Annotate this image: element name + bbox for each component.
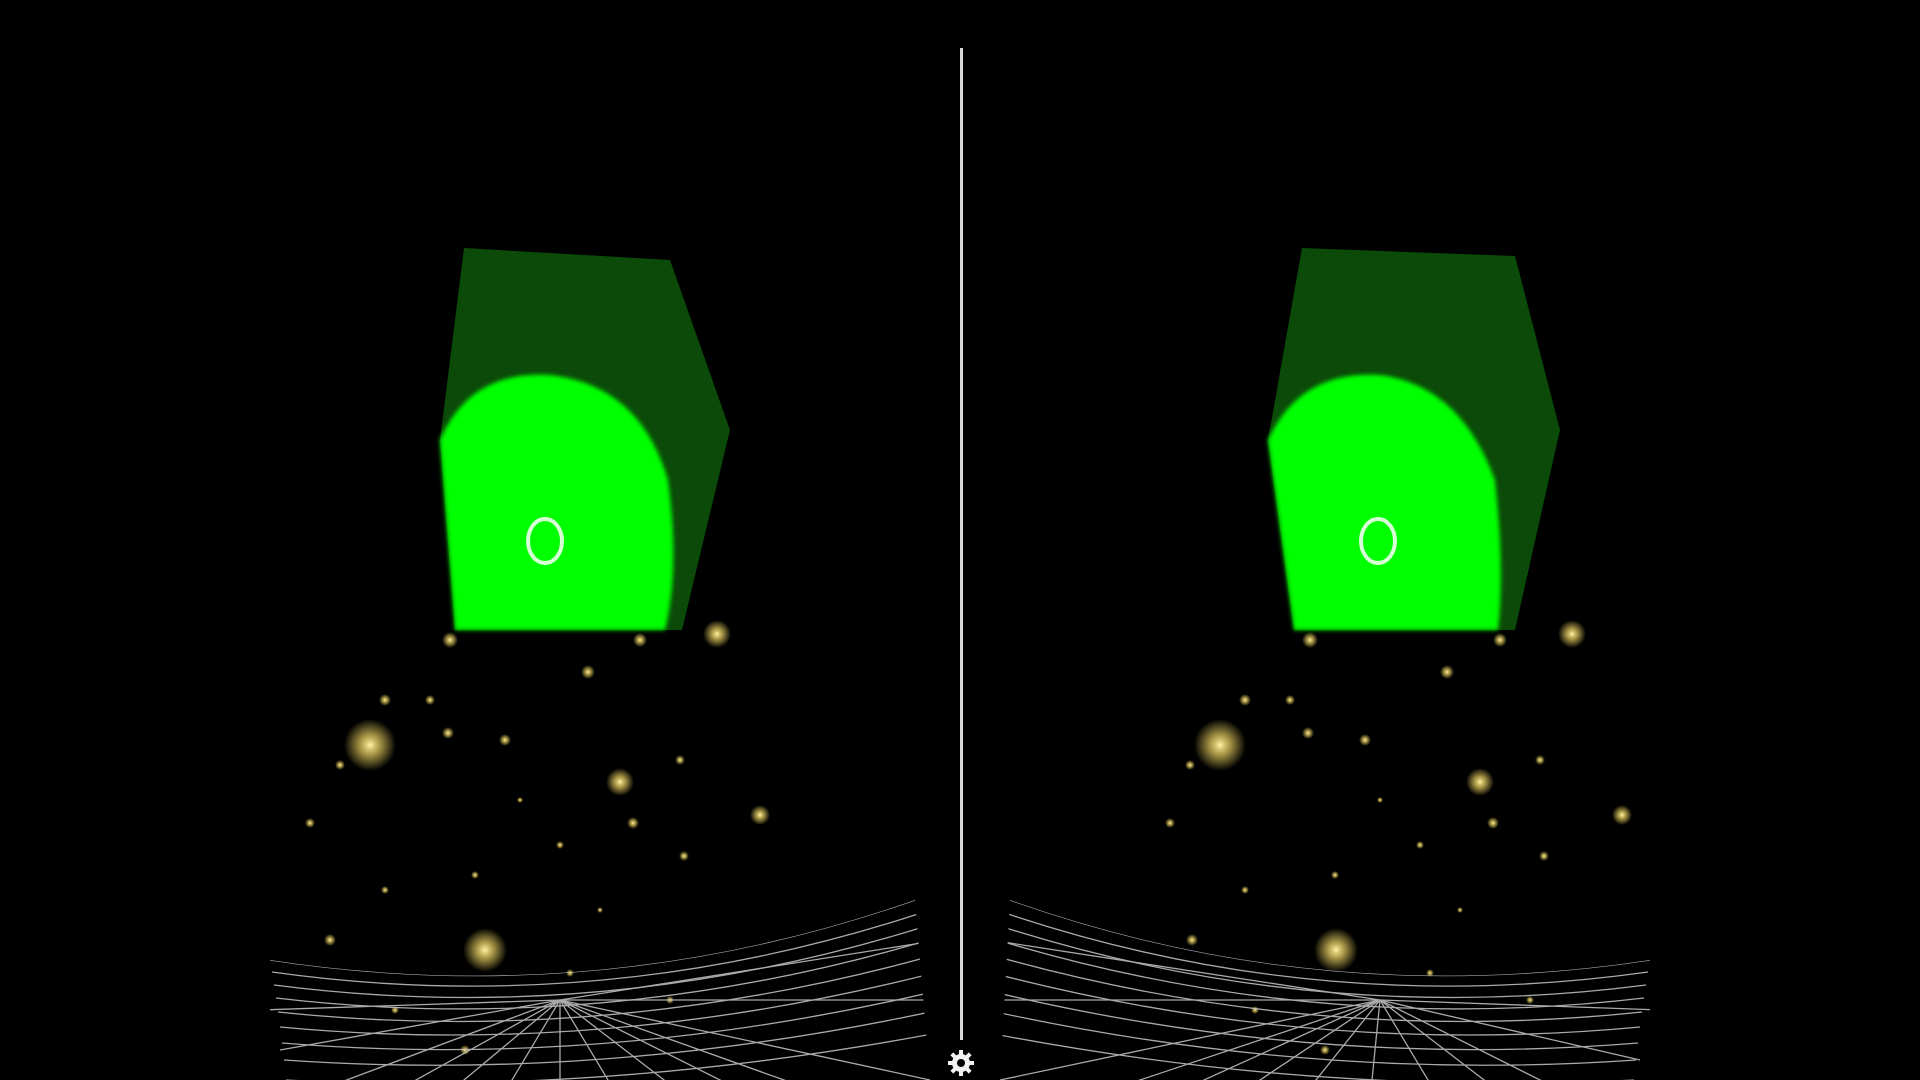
cube[interactable] [1268,248,1560,630]
particle-field [305,620,770,1055]
gear-icon [948,1050,974,1076]
gaze-reticle [1359,517,1397,565]
floor-grid [270,900,930,1080]
left-eye-scene [270,248,930,1080]
settings-button[interactable] [946,1048,976,1078]
right-eye-view [960,0,1920,1080]
stereo-divider [960,48,963,1040]
cube-gaze-highlight [440,374,674,630]
particle-field [1165,620,1632,1055]
gaze-reticle [526,517,564,565]
right-eye-scene [1000,248,1650,1080]
cube-gaze-highlight [1268,374,1501,630]
left-eye-view [270,248,930,1080]
cube[interactable] [440,248,730,630]
